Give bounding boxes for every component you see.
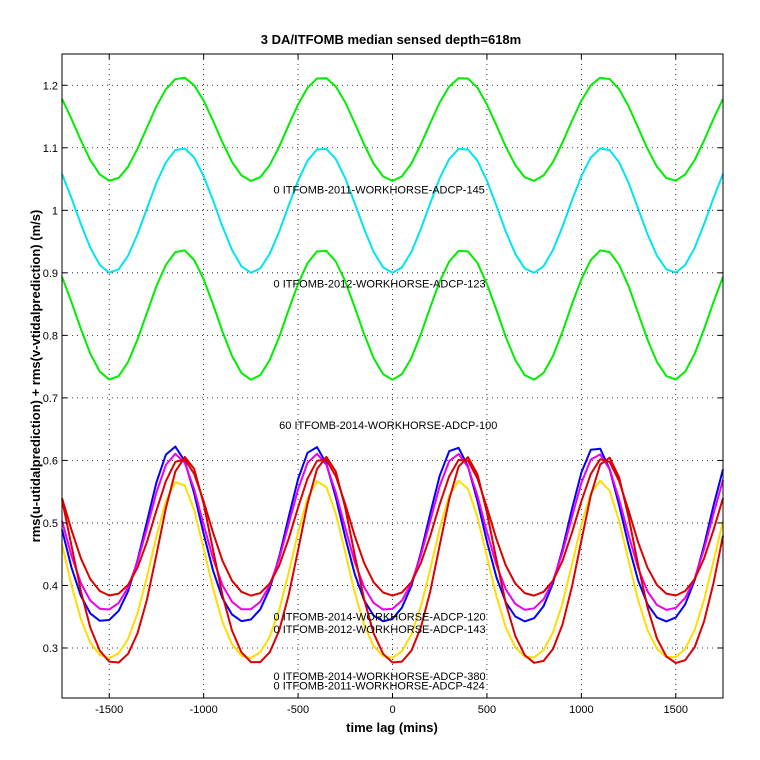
x-tick-label: 1500 <box>664 704 688 716</box>
y-tick-label: 1.1 <box>43 143 58 155</box>
x-axis-label: time lag (mins) <box>346 720 438 735</box>
y-tick-label: 1 <box>52 205 58 217</box>
grid-lines <box>62 54 723 698</box>
x-tick-label: 500 <box>478 704 496 716</box>
series-annotation-5: 0 ITFOMB-2012-WORKHORSE-ADCP-143 <box>274 624 486 636</box>
series-line-5 <box>61 452 724 611</box>
series-line-6 <box>61 458 724 597</box>
x-tick-label: -1500 <box>95 704 123 716</box>
x-tick-label: 1000 <box>569 704 593 716</box>
y-tick-label: 0.6 <box>43 455 58 467</box>
series-annotation-1: 0 ITFOMB-2011-WORKHORSE-ADCP-145 <box>274 185 485 197</box>
series-annotation-6: 0 ITFOMB-2014-WORKHORSE-ADCP-380 <box>274 671 486 683</box>
y-tick-label: 0.4 <box>43 580 58 592</box>
x-tick-label: 0 <box>389 704 395 716</box>
y-tick-label: 1.2 <box>43 80 58 92</box>
annotation-layer: 0 ITFOMB-2011-WORKHORSE-ADCP-145 0 ITFOMB… <box>274 185 498 693</box>
y-tick-label: 0.5 <box>43 518 58 530</box>
y-tick-label: 0.7 <box>43 393 58 405</box>
series-layer <box>61 76 724 664</box>
series-line-8 <box>61 455 724 664</box>
series-line-7 <box>61 479 724 660</box>
y-tick-label: 0.9 <box>43 268 58 280</box>
y-axis-label: rms(u-utidalprediction) + rms(v-vtidalpr… <box>28 210 43 543</box>
y-tick-label: 0.8 <box>43 330 58 342</box>
y-tick-label: 0.3 <box>43 643 58 655</box>
series-annotation-2: 0 ITFOMB-2012-WORKHORSE-ADCP-123 <box>274 278 486 290</box>
x-tick-label: -500 <box>287 704 309 716</box>
series-annotation-3: 60 ITFOMB-2014-WORKHORSE-ADCP-100 <box>279 420 497 432</box>
chart-title: 3 DA/ITFOMB median sensed depth=618m <box>261 32 521 47</box>
tick-layer: -1500 -1000 -500 0 500 1000 1500 0.3 0.4 0.5 0.6 0.… <box>43 54 723 716</box>
series-annotation-4: 0 ITFOMB-2014-WORKHORSE-ADCP-120 <box>274 612 486 624</box>
series-line-2 <box>61 147 724 274</box>
plot-area <box>62 54 723 698</box>
series-line-1 <box>61 76 724 182</box>
series-line-3 <box>61 249 724 381</box>
series-annotation-7: 0 ITFOMB-2011-WORKHORSE-ADCP-424 <box>274 680 485 692</box>
x-tick-label: -1000 <box>190 704 218 716</box>
